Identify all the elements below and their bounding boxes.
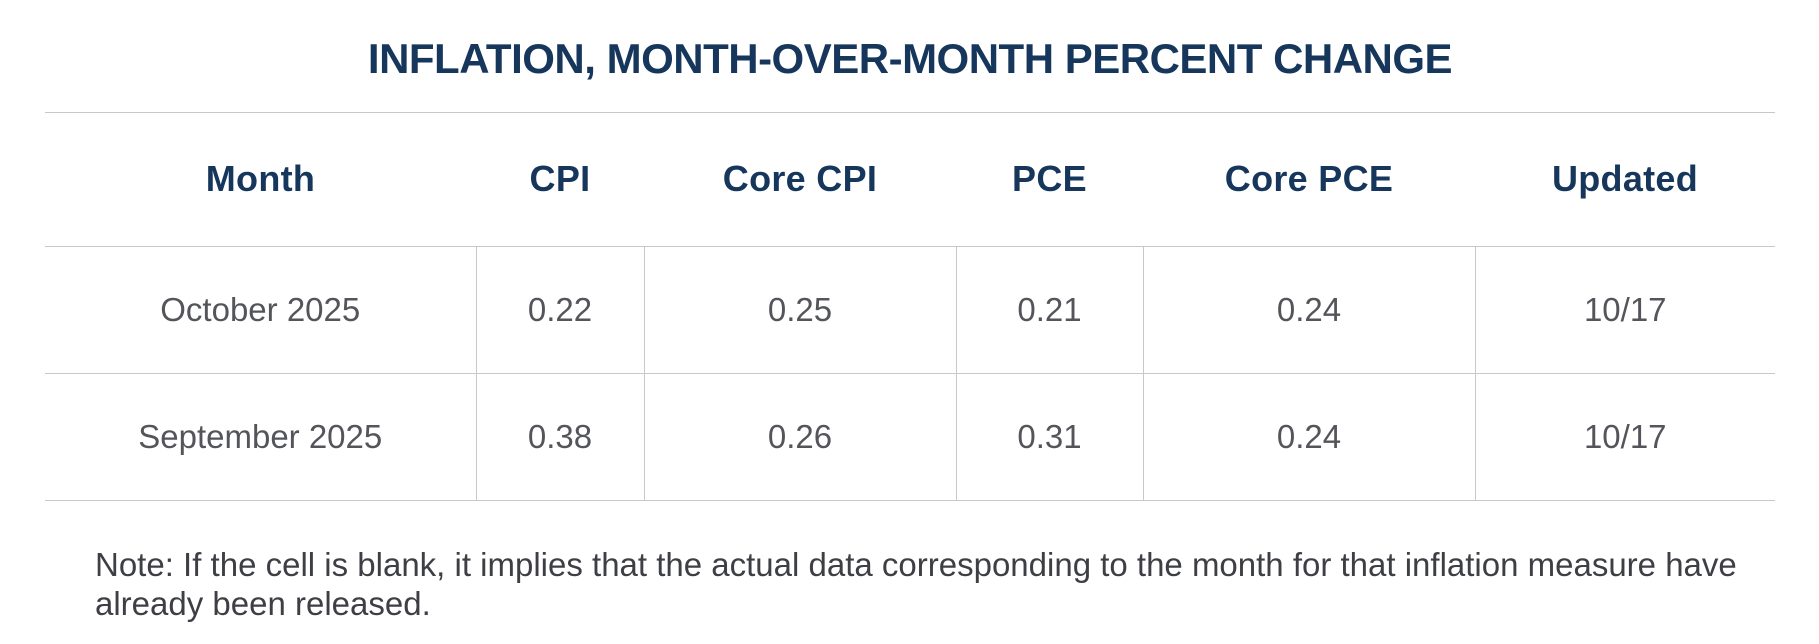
column-header-updated: Updated [1475, 113, 1775, 247]
cell-month: September 2025 [45, 372, 476, 501]
table-row: October 2025 0.22 0.25 0.21 0.24 10/17 [45, 246, 1775, 374]
cell-updated: 10/17 [1474, 372, 1775, 501]
column-header-month: Month [45, 113, 476, 247]
cell-month: October 2025 [160, 290, 361, 328]
cell-cpi: 0.22 [475, 246, 644, 374]
cell-core-cpi: 0.26 [643, 372, 956, 501]
column-header-core-pce: Core PCE [1143, 113, 1475, 247]
inflation-table: Month CPI Core CPI PCE Core PCE Updated … [45, 113, 1775, 501]
cell-core-pce: 0.24 [1142, 372, 1475, 501]
cell-cpi: 0.38 [475, 372, 644, 501]
column-header-pce: PCE [956, 113, 1143, 247]
column-header-cpi: CPI [476, 113, 644, 247]
header-row: Month CPI Core CPI PCE Core PCE Updated [45, 113, 1775, 247]
cell-pce: 0.21 [955, 246, 1143, 374]
cell-updated: 10/17 [1474, 246, 1775, 374]
table-row: September 2025 0.38 0.26 0.31 0.24 10/17 [45, 372, 1775, 501]
column-header-core-cpi: Core CPI [644, 113, 956, 247]
table-title: INFLATION, MONTH-OVER-MONTH PERCENT CHAN… [45, 0, 1775, 114]
inflation-table-section: INFLATION, MONTH-OVER-MONTH PERCENT CHAN… [45, 0, 1775, 624]
cell-core-cpi: 0.25 [643, 246, 956, 374]
cell-core-pce: 0.24 [1142, 246, 1475, 374]
footnote: Note: If the cell is blank, it implies t… [95, 545, 1737, 623]
cell-pce: 0.31 [955, 372, 1143, 501]
